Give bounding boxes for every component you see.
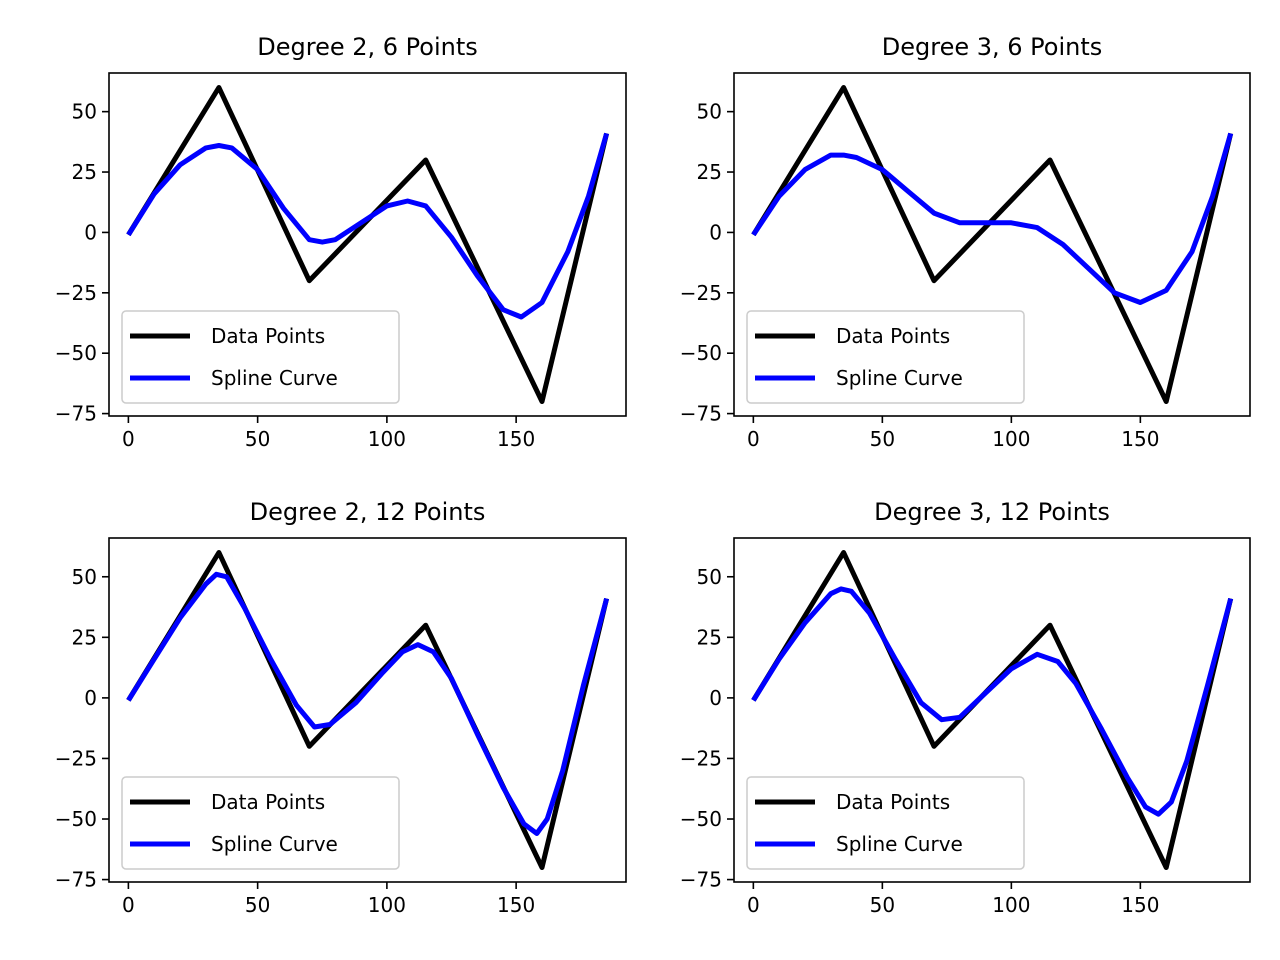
y-tick-label: 50 [697,100,722,124]
y-tick-label: 50 [72,100,97,124]
subplot-title: Degree 3, 12 Points [874,498,1110,526]
y-tick-label: 0 [709,686,722,710]
subplot-4: Degree 3, 12 Points 0 50 100 150 −75 −50 −25 0 25… [680,498,1251,917]
x-tick-label: 0 [122,427,135,451]
legend-label: Data Points [836,324,950,348]
axes-frame [733,537,1251,883]
subplot-title: Degree 3, 6 Points [882,33,1103,61]
x-tick-label: 100 [992,427,1030,451]
x-tick-label: 0 [122,893,135,917]
y-tick-label: −75 [55,402,97,426]
legend: Data Points Spline Curve [121,776,400,870]
legend: Data Points Spline Curve [746,776,1025,870]
subplot-title: Degree 2, 6 Points [257,33,478,61]
y-tick-label: 25 [697,625,722,649]
subplot-title: Degree 2, 12 Points [250,498,486,526]
axes-frame [733,72,1251,417]
spline-curve-line [126,571,610,836]
x-tick-label: 0 [747,893,760,917]
x-tick-label: 50 [870,427,895,451]
legend-label: Spline Curve [836,366,963,390]
legend: Data Points Spline Curve [746,310,1025,404]
y-tick-label: −50 [680,807,722,831]
legend-box [746,310,1025,404]
y-tick-label: 25 [697,160,722,184]
data-points-line [126,550,610,870]
legend-label: Data Points [836,790,950,814]
x-tick-label: 50 [245,893,270,917]
legend-label: Data Points [211,790,325,814]
axes-frame [108,72,627,417]
x-tick-label: 150 [1121,893,1159,917]
y-tick-label: −75 [680,402,722,426]
y-tick-label: −25 [55,281,97,305]
x-tick-label: 0 [747,427,760,451]
legend-label: Spline Curve [211,366,338,390]
legend-label: Spline Curve [836,832,963,856]
spline-curve-line [751,586,1234,817]
y-tick-label: −25 [55,746,97,770]
y-tick-label: −25 [680,281,722,305]
y-tick-label: 0 [84,220,97,244]
subplot-2: Degree 3, 6 Points 0 50 100 150 −75 −50 −25 0 25 5… [680,33,1251,451]
legend: Data Points Spline Curve [121,310,400,404]
y-tick-label: 50 [697,565,722,589]
legend-box [121,310,400,404]
y-tick-label: −50 [55,341,97,365]
x-tick-label: 100 [368,427,406,451]
legend-label: Spline Curve [211,832,338,856]
legend-box [746,776,1025,870]
x-tick-label: 100 [992,893,1030,917]
y-tick-label: 0 [709,220,722,244]
legend-box [121,776,400,870]
legend-label: Data Points [211,324,325,348]
y-tick-label: −50 [680,341,722,365]
spline-curve-line [751,132,1234,305]
x-tick-label: 100 [368,893,406,917]
x-tick-label: 150 [497,893,535,917]
subplot-1: Degree 2, 6 Points 0 50 100 150 −75 −50 −25 0 25 5… [55,33,627,451]
x-tick-label: 50 [245,427,270,451]
y-tick-label: 50 [72,565,97,589]
axes-frame [108,537,627,883]
y-tick-label: 25 [72,625,97,649]
y-tick-label: −25 [680,746,722,770]
y-tick-label: 25 [72,160,97,184]
spline-curve-line [126,132,610,320]
subplot-3: Degree 2, 12 Points 0 50 100 150 −75 −50 −25 0 25… [55,498,627,917]
y-tick-label: −75 [680,868,722,892]
y-tick-label: −50 [55,807,97,831]
x-tick-label: 50 [870,893,895,917]
x-tick-label: 150 [1121,427,1159,451]
y-tick-label: 0 [84,686,97,710]
y-tick-label: −75 [55,868,97,892]
x-tick-label: 150 [497,427,535,451]
